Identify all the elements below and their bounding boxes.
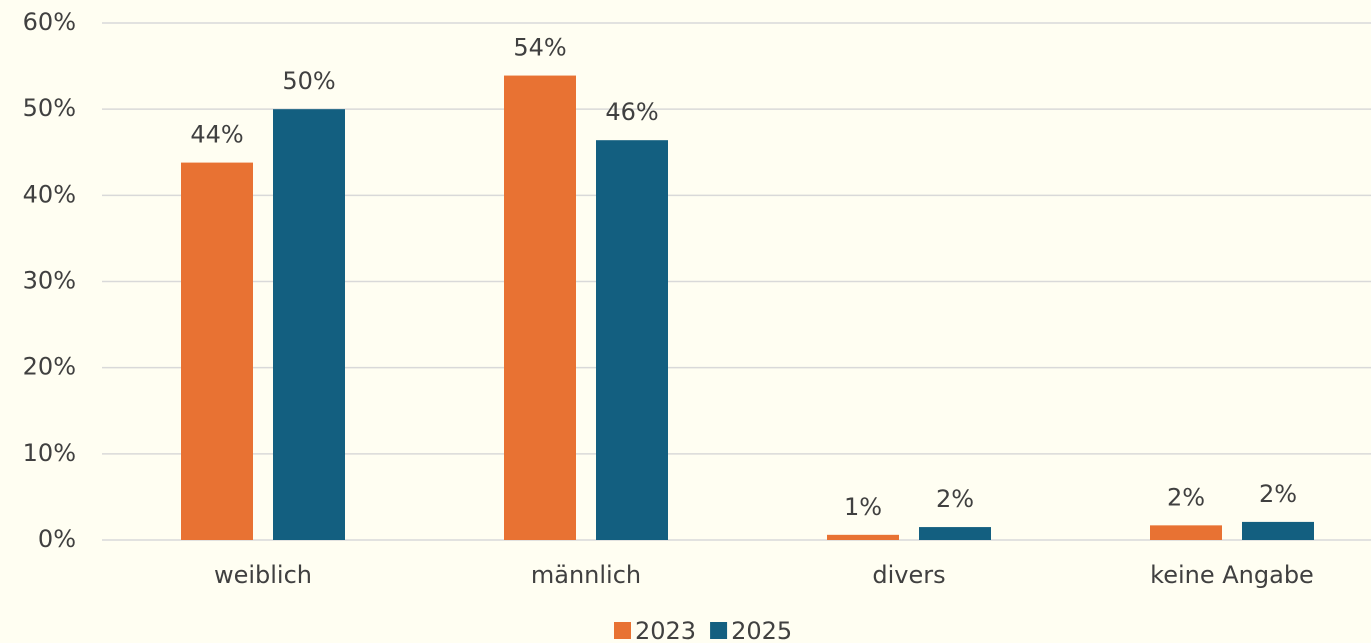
y-tick-label: 50% <box>23 94 76 122</box>
bar <box>504 75 576 540</box>
y-tick-label: 10% <box>23 439 76 467</box>
y-tick-label: 60% <box>23 8 76 36</box>
data-label: 2% <box>1259 480 1297 508</box>
x-tick-label: divers <box>872 561 945 589</box>
bar <box>181 162 253 540</box>
data-label: 2% <box>936 485 974 513</box>
legend-swatch <box>710 622 728 639</box>
bar <box>827 534 899 540</box>
y-tick-label: 0% <box>38 525 76 553</box>
bar <box>273 109 345 541</box>
data-label: 44% <box>190 121 243 149</box>
bar <box>1242 521 1314 540</box>
bar <box>1150 525 1222 540</box>
data-label: 1% <box>844 493 882 521</box>
legend-label: 2023 <box>635 617 696 643</box>
bar <box>919 527 991 540</box>
data-label: 50% <box>282 67 335 95</box>
bar <box>596 140 668 541</box>
y-tick-label: 40% <box>23 180 76 208</box>
data-label: 54% <box>513 34 566 62</box>
y-tick-label: 30% <box>23 267 76 295</box>
legend-label: 2025 <box>731 617 792 643</box>
x-tick-label: weiblich <box>214 561 312 589</box>
data-label: 2% <box>1167 483 1205 511</box>
legend-swatch <box>614 622 631 639</box>
y-tick-label: 20% <box>23 353 76 381</box>
x-tick-label: keine Angabe <box>1150 561 1314 589</box>
x-tick-label: männlich <box>531 561 641 589</box>
data-label: 46% <box>605 98 658 126</box>
